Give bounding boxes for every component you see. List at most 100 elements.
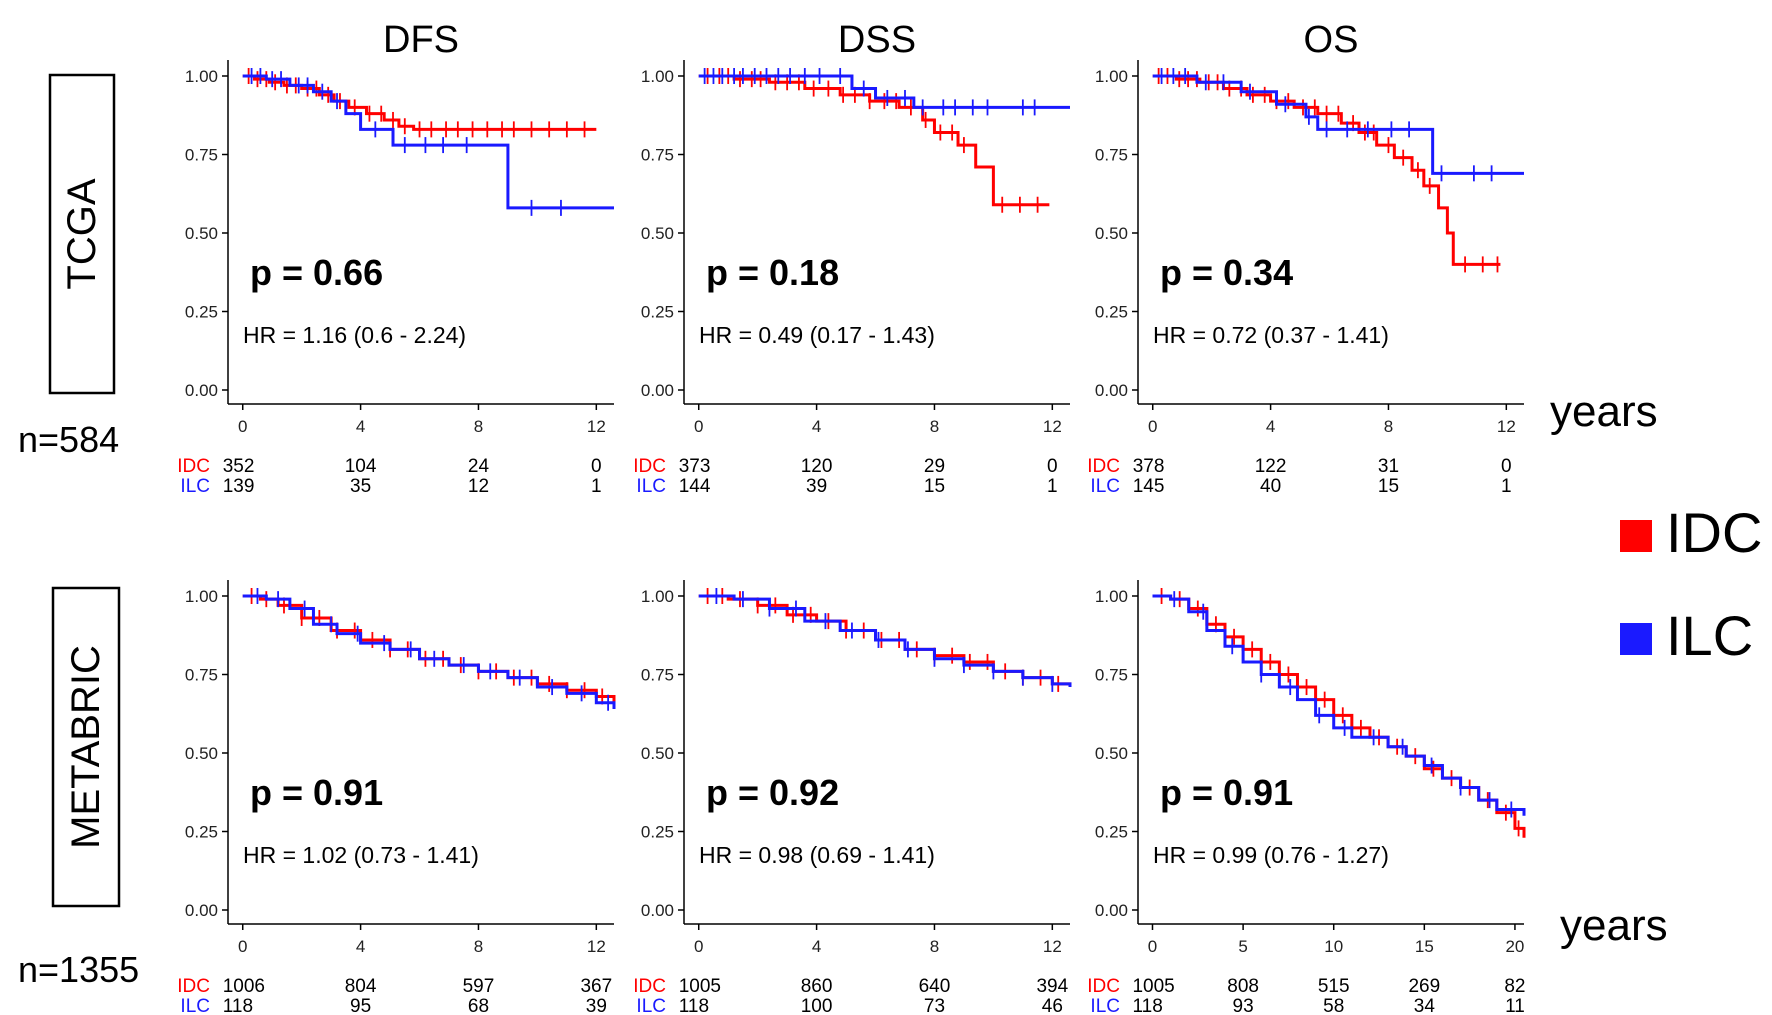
x-tick-label: 8 [474,937,483,956]
p-value-label: p = 0.18 [706,252,839,293]
risk-count-idc: 104 [345,456,377,477]
km-panel-0-1: 0.00 0.25 0.50 0.75 1.00 0 4 8 12 p = 0.18 HR = 0.… [633,60,1070,497]
y-tick-label: 0.75 [1095,146,1128,165]
risk-table-label-idc: IDC [1087,976,1120,997]
risk-table-label-idc: IDC [177,976,210,997]
p-value-label: p = 0.91 [250,772,383,813]
p-value-label: p = 0.34 [1160,252,1293,293]
p-value-label: p = 0.91 [1160,772,1293,813]
risk-count-idc: 269 [1408,976,1440,997]
y-tick-label: 0.00 [185,901,218,920]
risk-count-idc: 24 [468,456,490,477]
y-tick-label: 1.00 [185,67,218,86]
risk-count-ilc: 12 [468,476,489,497]
risk-count-idc: 1005 [679,976,721,997]
y-tick-label: 0.25 [185,303,218,322]
survival-curve-idc [1152,74,1501,266]
row-label-box [51,586,121,908]
y-tick-label: 0.50 [1095,224,1128,243]
y-tick-label: 0.25 [641,823,674,842]
legend-swatch [1620,520,1652,552]
survival-curve-ilc [698,74,1070,109]
y-tick-label: 0.50 [185,744,218,763]
risk-count-idc: 1006 [223,976,265,997]
hazard-ratio-label: HR = 1.16 (0.6 - 2.24) [243,322,466,348]
x-tick-label: 0 [238,937,247,956]
legend-label: IDC [1666,501,1762,564]
risk-count-idc: 120 [801,456,833,477]
y-tick-label: 0.50 [185,224,218,243]
x-tick-label: 4 [1266,417,1275,436]
row-label-tcga: TCGA [48,73,116,395]
row-label-box [48,73,116,395]
risk-count-ilc: 1 [1501,476,1512,497]
risk-count-idc: 82 [1504,976,1525,997]
n-label-tcga: n=584 [18,419,119,460]
risk-count-ilc: 93 [1233,996,1254,1015]
risk-count-idc: 1005 [1132,976,1174,997]
risk-count-ilc: 35 [350,476,371,497]
risk-count-ilc: 11 [1505,996,1525,1015]
x-tick-label: 8 [1384,417,1393,436]
axis-unit-years-top: years [1550,387,1658,436]
km-panel-1-1: 0.00 0.25 0.50 0.75 1.00 0 4 8 12 p = 0.92 HR = 0.… [633,580,1072,1015]
x-tick-label: 12 [587,937,606,956]
risk-count-ilc: 144 [679,476,711,497]
risk-table-label-idc: IDC [633,456,666,477]
x-tick-label: 4 [356,417,365,436]
km-panel-0-0: 0.00 0.25 0.50 0.75 1.00 0 4 8 12 p = 0.66 HR = 1.… [177,60,614,497]
y-tick-label: 0.00 [1095,901,1128,920]
risk-count-ilc: 46 [1042,996,1063,1015]
column-title-dss: DSS [838,19,916,61]
y-tick-label: 0.75 [185,666,218,685]
row-label-text: TCGA [60,178,104,289]
row-label-metabric: METABRIC [51,586,121,908]
risk-count-ilc: 34 [1414,996,1436,1015]
p-value-label: p = 0.92 [706,772,839,813]
risk-count-ilc: 1 [591,476,602,497]
risk-count-ilc: 73 [924,996,945,1015]
risk-count-idc: 373 [679,456,711,477]
risk-table-label-ilc: ILC [636,476,666,497]
risk-count-idc: 640 [919,976,951,997]
y-tick-label: 0.50 [641,224,674,243]
y-tick-label: 0.00 [1095,381,1128,400]
y-tick-label: 0.25 [641,303,674,322]
y-tick-label: 0.25 [1095,303,1128,322]
column-title-dfs: DFS [383,19,459,61]
y-tick-label: 1.00 [641,587,674,606]
risk-table-label-idc: IDC [633,976,666,997]
hazard-ratio-label: HR = 1.02 (0.73 - 1.41) [243,842,479,868]
risk-count-ilc: 39 [806,476,827,497]
legend-entry-ilc: ILC [1620,604,1753,667]
legend-label: ILC [1666,604,1753,667]
survival-curve-ilc [698,594,1072,688]
risk-count-idc: 597 [463,976,495,997]
x-tick-label: 12 [1043,417,1062,436]
legend-entry-idc: IDC [1620,501,1762,564]
risk-table-label-idc: IDC [1087,456,1120,477]
hazard-ratio-label: HR = 0.72 (0.37 - 1.41) [1153,322,1389,348]
risk-count-idc: 0 [1501,456,1512,477]
risk-count-idc: 860 [801,976,833,997]
risk-count-ilc: 58 [1323,996,1344,1015]
p-value-label: p = 0.66 [250,252,383,293]
risk-count-ilc: 100 [801,996,833,1015]
x-tick-label: 4 [356,937,365,956]
risk-count-ilc: 1 [1047,476,1058,497]
y-tick-label: 1.00 [1095,67,1128,86]
risk-count-ilc: 15 [1378,476,1399,497]
risk-count-idc: 804 [345,976,377,997]
risk-count-idc: 352 [223,456,255,477]
x-tick-label: 0 [694,417,703,436]
hazard-ratio-label: HR = 0.99 (0.76 - 1.27) [1153,842,1389,868]
risk-table-label-ilc: ILC [636,996,666,1015]
column-title-os: OS [1304,19,1359,61]
x-tick-label: 8 [474,417,483,436]
y-tick-label: 1.00 [185,587,218,606]
hazard-ratio-label: HR = 0.98 (0.69 - 1.41) [699,842,935,868]
axis-unit-years-bottom: years [1560,901,1668,950]
risk-count-ilc: 15 [924,476,945,497]
y-tick-label: 0.50 [641,744,674,763]
